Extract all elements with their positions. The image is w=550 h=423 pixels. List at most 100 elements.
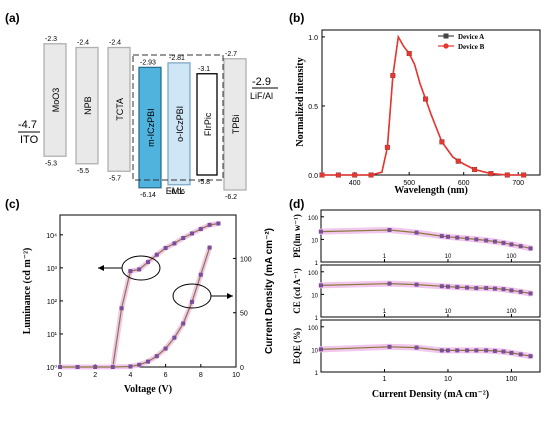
d-xtick-label: 10 xyxy=(444,376,452,383)
d-subplot-frame xyxy=(320,264,541,318)
d-marker xyxy=(319,347,323,352)
panel-d: (d) 1 10 100 PE(lm w⁻¹) 1 10 100 1 10 100 CE (cd A… xyxy=(289,197,541,400)
b-marker-b xyxy=(422,96,429,102)
layer-box-3 xyxy=(107,46,131,172)
layer-name: TCTA xyxy=(115,98,125,121)
d-marker xyxy=(455,285,460,290)
c-marker xyxy=(207,222,212,227)
d-marker xyxy=(501,240,506,245)
d-ytick-label: 10 xyxy=(311,348,318,354)
c-arrowhead-right xyxy=(227,293,233,299)
d-marker xyxy=(455,348,460,353)
c-xtick-label: 2 xyxy=(93,372,97,379)
lif-label: LiF/Al xyxy=(250,91,273,101)
d-marker xyxy=(445,348,450,353)
d-marker xyxy=(474,237,479,242)
c-ylabel-left: Luminance (cd m⁻²) xyxy=(22,248,33,335)
c-marker xyxy=(137,267,142,272)
d-marker xyxy=(439,234,444,239)
d-marker xyxy=(465,348,470,353)
homo-value: -6.06 xyxy=(169,189,185,196)
c-marker xyxy=(181,321,186,326)
c-marker xyxy=(128,269,133,274)
b-marker-b xyxy=(335,172,341,178)
c-marker xyxy=(119,306,124,311)
d-halo xyxy=(318,226,534,252)
c-marker xyxy=(154,354,159,359)
c-marker xyxy=(154,252,159,257)
d-marker xyxy=(455,235,460,240)
d-xtick-label: 1 xyxy=(383,309,387,315)
b-marker-b xyxy=(368,172,374,178)
d-marker xyxy=(319,229,323,234)
b-marker-b xyxy=(521,172,527,178)
ito-level: -4.7 xyxy=(18,119,37,131)
b-marker-b xyxy=(472,166,478,173)
c-yleft-tick-label: 10¹ xyxy=(47,332,58,339)
c-yleft-tick-label: 10² xyxy=(47,299,58,306)
c-marker xyxy=(163,346,168,351)
d-marker xyxy=(484,348,489,353)
b-ytick-label: 0.0 xyxy=(308,173,318,180)
b-legend-label: Device B xyxy=(458,43,485,51)
lumo-value: -2.4 xyxy=(77,40,89,47)
c-marker xyxy=(172,241,177,246)
d-marker xyxy=(484,238,489,243)
d-xtick-label: 10 xyxy=(445,254,452,260)
c-marker xyxy=(137,362,142,367)
lif-level: -2.9 xyxy=(252,76,271,88)
c-yleft-tick-label: 10³ xyxy=(47,266,58,273)
b-marker-b xyxy=(439,139,445,145)
d-marker xyxy=(414,345,419,350)
b-xtick-label: 700 xyxy=(512,180,524,187)
c-xtick-label: 10 xyxy=(232,372,240,379)
c-yleft-tick-label: 10⁰ xyxy=(46,364,57,372)
d-marker xyxy=(492,239,497,244)
c-xtick-label: 6 xyxy=(164,372,168,379)
d-ytick-label: 100 xyxy=(308,216,319,222)
b-legend-marker xyxy=(443,43,449,49)
b-xtick-label: 400 xyxy=(349,180,361,187)
d-xtick-label: 10 xyxy=(445,309,452,315)
c-xtick-label: 0 xyxy=(58,372,62,379)
b-xtick-label: 600 xyxy=(458,180,470,187)
d-marker xyxy=(387,281,392,286)
d-ylabel: CE (cd A⁻¹) xyxy=(292,268,302,313)
lumo-value: -2.3 xyxy=(45,36,57,43)
b-series-line xyxy=(322,34,524,176)
d-xtick-label: 100 xyxy=(506,254,517,260)
c-yright-tick-label: 50 xyxy=(240,311,248,318)
homo-value: -5.7 xyxy=(109,175,121,182)
eml-bracket xyxy=(132,54,224,181)
b-xtick-label: 500 xyxy=(403,180,415,187)
panel-c: (c) 0 2 4 6 8 10 10⁰ 10¹ 10² 10³ 10⁴ 0 50 100 Voltage … xyxy=(5,197,275,395)
d-marker xyxy=(518,352,523,357)
homo-value: -5.5 xyxy=(77,168,89,175)
d-marker xyxy=(439,348,444,353)
lumo-value: -2.81 xyxy=(169,55,185,62)
b-ylabel: Normalized intensity xyxy=(295,57,306,146)
layer-box-6 xyxy=(196,73,218,176)
d-ytick-label: 1 xyxy=(315,316,319,322)
c-marker xyxy=(181,236,186,241)
d-marker xyxy=(474,348,479,353)
d-xtick-label: 1 xyxy=(383,376,387,383)
c-marker xyxy=(198,227,203,232)
d-marker xyxy=(465,236,470,241)
c-xtick-label: 4 xyxy=(128,372,132,379)
layer-box-2 xyxy=(75,46,99,165)
d-marker xyxy=(528,246,533,251)
c-marker xyxy=(172,335,177,340)
homo-value: -5.3 xyxy=(45,160,57,167)
panel-a-label: (a) xyxy=(5,11,20,25)
c-marker xyxy=(198,272,203,277)
c-plot-frame xyxy=(59,214,237,368)
d-ylabel: EQE (%) xyxy=(292,328,302,364)
c-marker xyxy=(146,260,150,265)
b-ytick-label: 1.0 xyxy=(308,35,318,42)
layer-name: NPB xyxy=(83,96,93,115)
d-marker xyxy=(501,287,506,292)
d-marker xyxy=(518,244,523,249)
d-ylabel: PE(lm w⁻¹) xyxy=(292,214,302,258)
